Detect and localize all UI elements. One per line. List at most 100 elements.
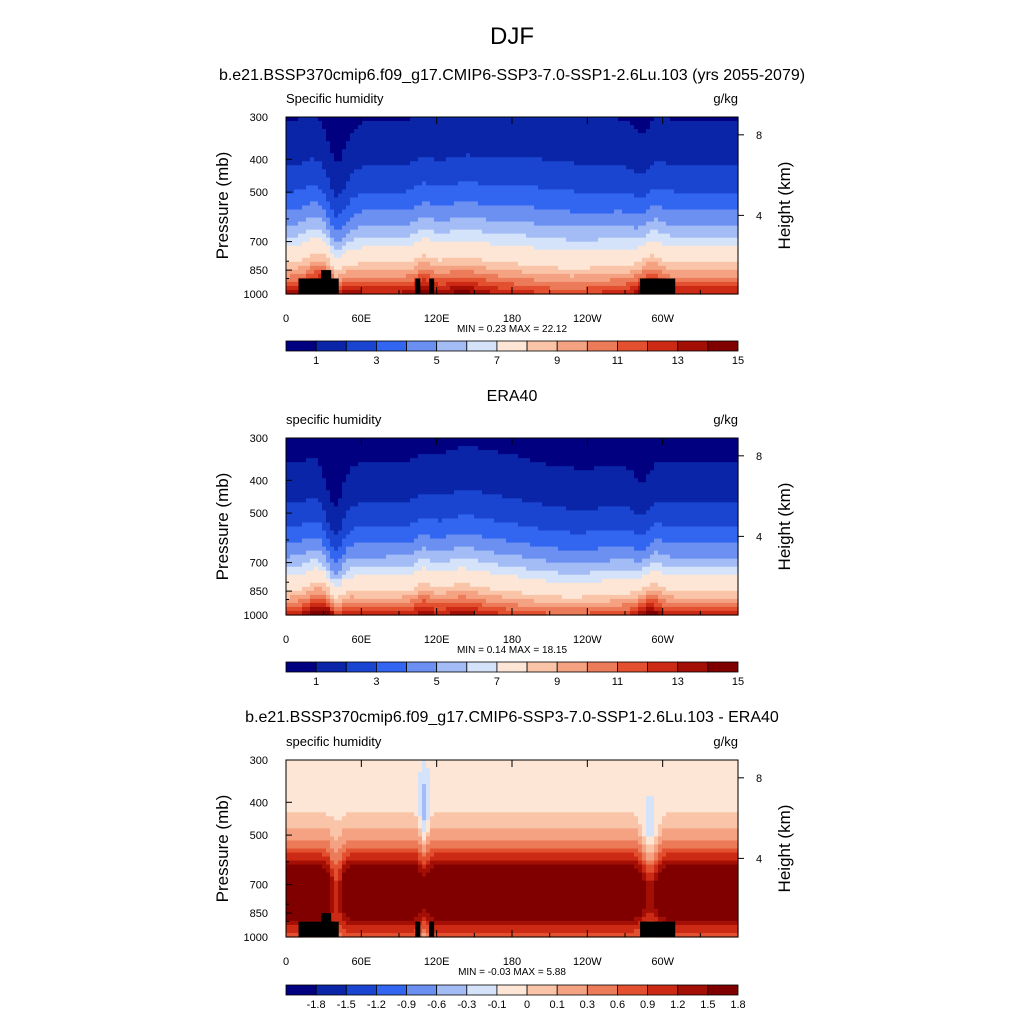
field-cell [290, 185, 295, 191]
field-cell [554, 233, 559, 239]
field-cell [622, 177, 627, 182]
field-cell [562, 285, 567, 291]
field-cell [358, 217, 363, 223]
field-cell [702, 241, 707, 247]
field-cell [706, 173, 711, 178]
field-cell [334, 245, 339, 251]
field-cell [710, 249, 715, 255]
field-cell [506, 193, 511, 199]
field-cell [458, 261, 463, 267]
field-cell [402, 169, 407, 174]
field-cell [634, 125, 639, 130]
field-cell [294, 229, 299, 235]
field-cell [690, 121, 695, 126]
field-cell [726, 145, 731, 150]
field-cell [450, 225, 455, 231]
field-cell [390, 181, 395, 186]
field-cell [402, 173, 407, 178]
field-cell [466, 165, 471, 170]
field-cell [426, 229, 431, 235]
field-cell [362, 205, 367, 211]
field-cell [382, 197, 387, 203]
field-cell [734, 229, 739, 235]
field-cell [334, 197, 339, 203]
field-cell [286, 137, 291, 142]
field-cell [302, 245, 307, 251]
field-cell [498, 133, 503, 138]
field-cell [670, 181, 675, 186]
field-cell [422, 209, 427, 215]
field-cell [450, 245, 455, 251]
field-cell [618, 281, 623, 287]
field-cell [294, 241, 299, 247]
field-cell [514, 241, 519, 247]
field-cell [638, 269, 643, 275]
field-cell [498, 117, 503, 122]
field-cell [386, 161, 391, 166]
field-cell [490, 205, 495, 211]
field-cell [398, 261, 403, 267]
field-cell [698, 177, 703, 182]
field-cell [406, 221, 411, 227]
field-cell [402, 117, 407, 122]
field-cell [382, 281, 387, 287]
field-cell [590, 189, 595, 195]
field-cell [458, 141, 463, 146]
field-cell [618, 269, 623, 275]
field-cell [670, 169, 675, 174]
field-cell [594, 157, 599, 162]
field-cell [374, 241, 379, 247]
field-cell [466, 269, 471, 275]
field-cell [686, 209, 691, 215]
field-cell [294, 185, 299, 191]
field-cell [638, 157, 643, 162]
field-cell [542, 261, 547, 267]
field-cell [566, 161, 571, 166]
field-cell [490, 173, 495, 178]
field-cell [482, 189, 487, 195]
field-cell [578, 197, 583, 203]
field-cell [430, 117, 435, 122]
field-cell [386, 249, 391, 255]
field-cell [550, 177, 555, 182]
field-cell [494, 129, 499, 134]
field-cell [346, 185, 351, 191]
field-cell [502, 121, 507, 126]
field-cell [530, 249, 535, 255]
field-cell [298, 153, 303, 158]
field-cell [702, 137, 707, 142]
field-cell [374, 125, 379, 130]
field-cell [626, 169, 631, 174]
field-cell [530, 189, 535, 195]
field-cell [542, 145, 547, 150]
field-cell [694, 177, 699, 182]
field-cell [434, 193, 439, 199]
field-cell [286, 245, 291, 251]
field-cell [486, 229, 491, 235]
field-cell [718, 125, 723, 130]
field-cell [430, 273, 435, 279]
field-cell [570, 221, 575, 227]
field-cell [558, 177, 563, 182]
field-cell [482, 221, 487, 227]
field-cell [298, 253, 303, 259]
field-cell [726, 125, 731, 130]
field-cell [318, 161, 323, 166]
field-cell [714, 257, 719, 263]
field-cell [434, 257, 439, 263]
field-cell [714, 249, 719, 255]
field-cell [714, 261, 719, 267]
field-cell [630, 177, 635, 182]
field-cell [326, 265, 331, 271]
field-cell [394, 125, 399, 130]
field-cell [666, 249, 671, 255]
field-cell [630, 117, 635, 122]
field-cell [434, 177, 439, 182]
field-cell [386, 125, 391, 130]
field-cell [394, 237, 399, 243]
field-cell [526, 245, 531, 251]
field-cell [570, 265, 575, 271]
field-cell [314, 145, 319, 150]
field-cell [514, 181, 519, 186]
field-cell [618, 289, 623, 295]
